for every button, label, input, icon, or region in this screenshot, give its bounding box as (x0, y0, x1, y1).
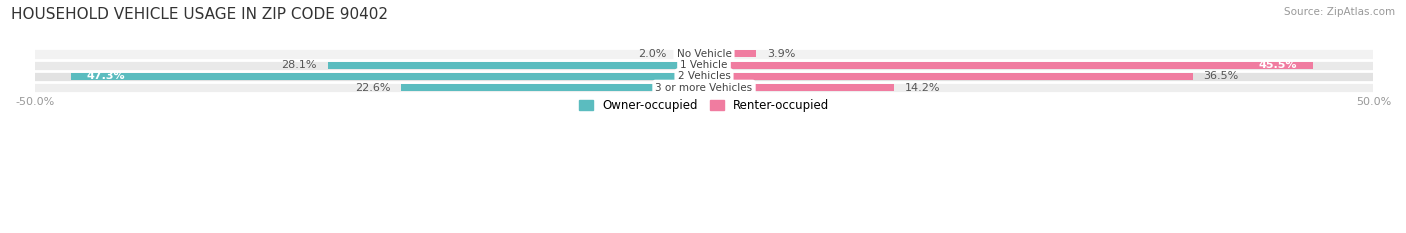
Text: 1 Vehicle: 1 Vehicle (681, 60, 728, 70)
Bar (704, 84, 894, 91)
Text: 45.5%: 45.5% (1258, 60, 1298, 70)
Bar (678, 51, 704, 57)
Text: 47.3%: 47.3% (87, 72, 125, 82)
Bar (35, 82, 1374, 93)
Bar (35, 71, 1374, 82)
Bar (704, 73, 1192, 80)
Bar (35, 48, 1374, 59)
Text: HOUSEHOLD VEHICLE USAGE IN ZIP CODE 90402: HOUSEHOLD VEHICLE USAGE IN ZIP CODE 9040… (11, 7, 388, 22)
Legend: Owner-occupied, Renter-occupied: Owner-occupied, Renter-occupied (574, 94, 834, 117)
Text: 2.0%: 2.0% (638, 49, 666, 59)
Text: 3.9%: 3.9% (766, 49, 796, 59)
Text: 3 or more Vehicles: 3 or more Vehicles (655, 83, 752, 93)
Text: Source: ZipAtlas.com: Source: ZipAtlas.com (1284, 7, 1395, 17)
Bar (402, 84, 704, 91)
Text: 28.1%: 28.1% (281, 60, 318, 70)
Bar (70, 73, 704, 80)
Text: No Vehicle: No Vehicle (676, 49, 731, 59)
Text: 22.6%: 22.6% (356, 83, 391, 93)
Text: 14.2%: 14.2% (905, 83, 941, 93)
Bar (35, 59, 1374, 71)
Bar (328, 62, 704, 69)
Text: 2 Vehicles: 2 Vehicles (678, 72, 731, 82)
Text: 36.5%: 36.5% (1204, 72, 1239, 82)
Bar (704, 62, 1313, 69)
Bar (704, 51, 756, 57)
